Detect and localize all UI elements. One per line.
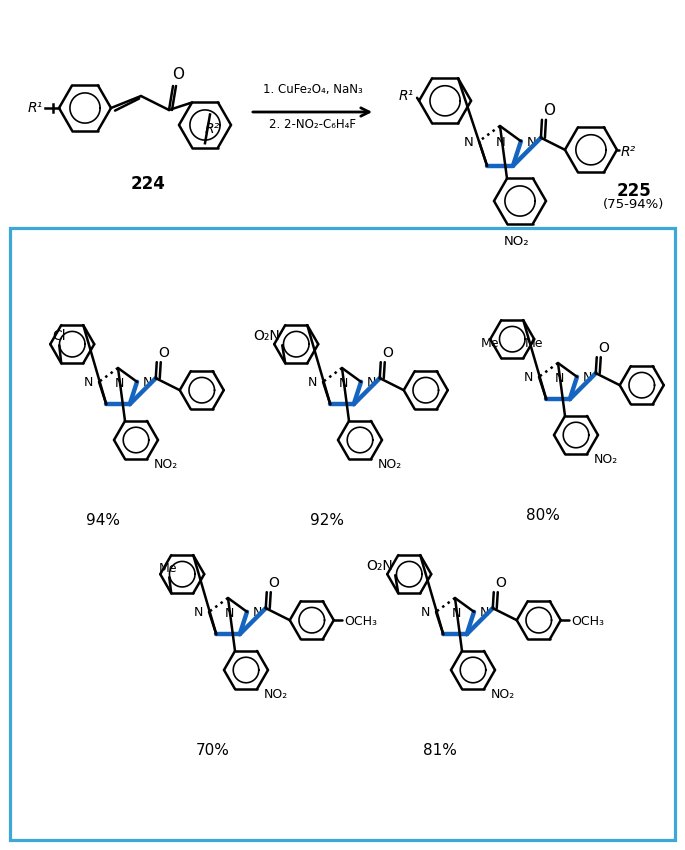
Text: N: N — [421, 606, 430, 620]
Text: NO₂: NO₂ — [594, 453, 619, 466]
Text: N: N — [463, 136, 473, 149]
Text: (75-94%): (75-94%) — [603, 198, 664, 211]
Text: N: N — [451, 607, 461, 620]
Text: N: N — [308, 377, 317, 389]
Text: N: N — [480, 606, 489, 620]
Text: 224: 224 — [131, 175, 166, 193]
Text: O₂N: O₂N — [253, 329, 280, 343]
Text: O: O — [269, 576, 279, 590]
Text: O: O — [158, 346, 169, 360]
Text: Me: Me — [159, 562, 177, 575]
Text: Me: Me — [481, 337, 499, 350]
Text: NO₂: NO₂ — [154, 458, 178, 471]
Text: N: N — [367, 377, 376, 389]
Text: 1. CuFe₂O₄, NaN₃: 1. CuFe₂O₄, NaN₃ — [262, 83, 362, 96]
Text: O: O — [382, 346, 393, 360]
Text: R²: R² — [621, 144, 636, 159]
Text: 2. 2-NO₂-C₆H₄F: 2. 2-NO₂-C₆H₄F — [269, 118, 356, 131]
Text: N: N — [224, 607, 234, 620]
Text: Me: Me — [525, 337, 544, 350]
Text: N: N — [253, 606, 262, 620]
Text: 80%: 80% — [526, 508, 560, 523]
Text: N: N — [338, 377, 348, 390]
Text: O: O — [172, 67, 184, 82]
Text: O: O — [495, 576, 506, 590]
Text: OCH₃: OCH₃ — [571, 615, 603, 627]
Text: NO₂: NO₂ — [491, 688, 515, 701]
Text: 70%: 70% — [196, 743, 230, 758]
Text: N: N — [194, 606, 203, 620]
Text: R¹: R¹ — [399, 88, 414, 103]
Text: N: N — [527, 136, 536, 149]
Text: NO₂: NO₂ — [378, 458, 402, 471]
Text: R¹: R¹ — [28, 101, 43, 115]
Bar — [10, 228, 675, 840]
Text: N: N — [114, 377, 124, 390]
Text: O₂N: O₂N — [366, 559, 393, 573]
Text: 92%: 92% — [310, 513, 344, 528]
Text: N: N — [523, 371, 533, 384]
Text: NO₂: NO₂ — [264, 688, 288, 701]
Text: NO₂: NO₂ — [504, 235, 530, 248]
Text: 225: 225 — [616, 182, 651, 200]
Text: N: N — [496, 136, 506, 149]
Text: Cl: Cl — [53, 329, 66, 343]
Text: 81%: 81% — [423, 743, 457, 758]
Text: N: N — [554, 372, 564, 385]
Text: 94%: 94% — [86, 513, 120, 528]
Text: O: O — [543, 103, 555, 118]
Text: O: O — [598, 341, 609, 355]
Text: R²: R² — [204, 122, 220, 137]
Text: N: N — [583, 371, 593, 384]
Text: N: N — [84, 377, 93, 389]
Text: N: N — [143, 377, 152, 389]
Text: OCH₃: OCH₃ — [344, 615, 377, 627]
